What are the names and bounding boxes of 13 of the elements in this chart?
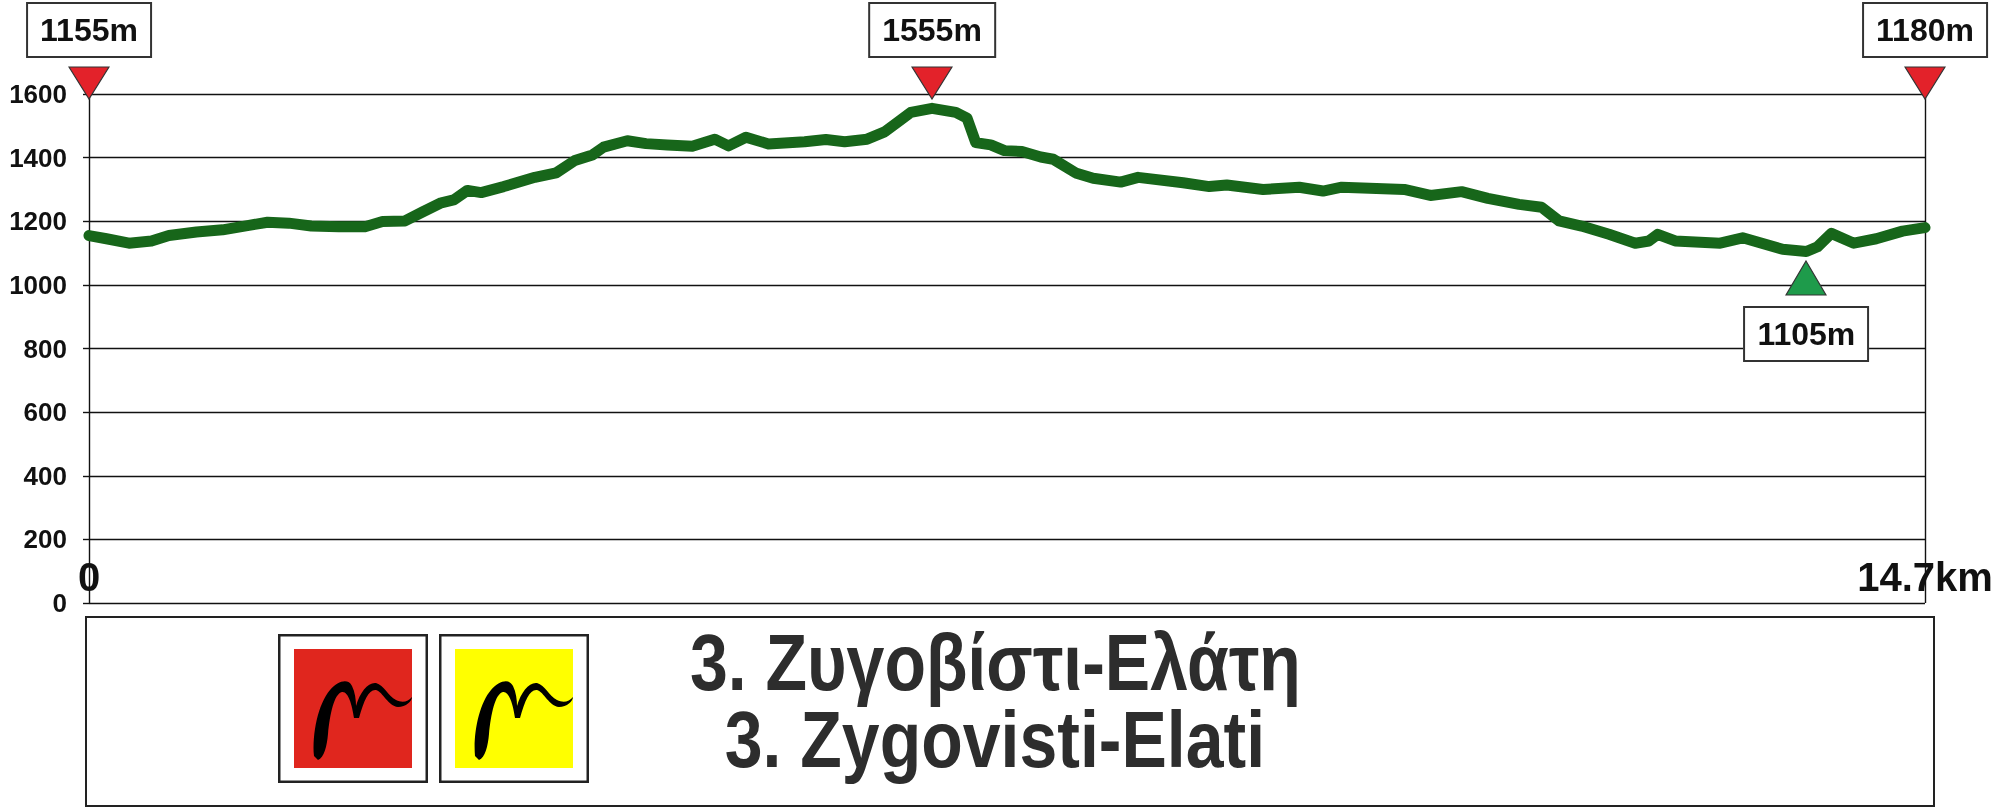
y-tick-label: 1200 (9, 206, 67, 237)
text: 1555m (868, 2, 996, 58)
y-tick-label: 0 (52, 588, 67, 618)
text: 1155m (26, 2, 152, 58)
y-tick-label: 400 (23, 460, 67, 491)
y-tick-label: 1400 (9, 142, 67, 173)
y-tick-label: 200 (23, 524, 67, 555)
y-tick-label: 800 (23, 333, 67, 364)
y-tick-label: 600 (23, 397, 67, 428)
annotation: 1105m (1743, 306, 1870, 363)
text: 1180m (1862, 2, 1988, 58)
y-tick-label: 1000 (9, 269, 67, 300)
y-tick-label: 1600 (9, 79, 67, 109)
